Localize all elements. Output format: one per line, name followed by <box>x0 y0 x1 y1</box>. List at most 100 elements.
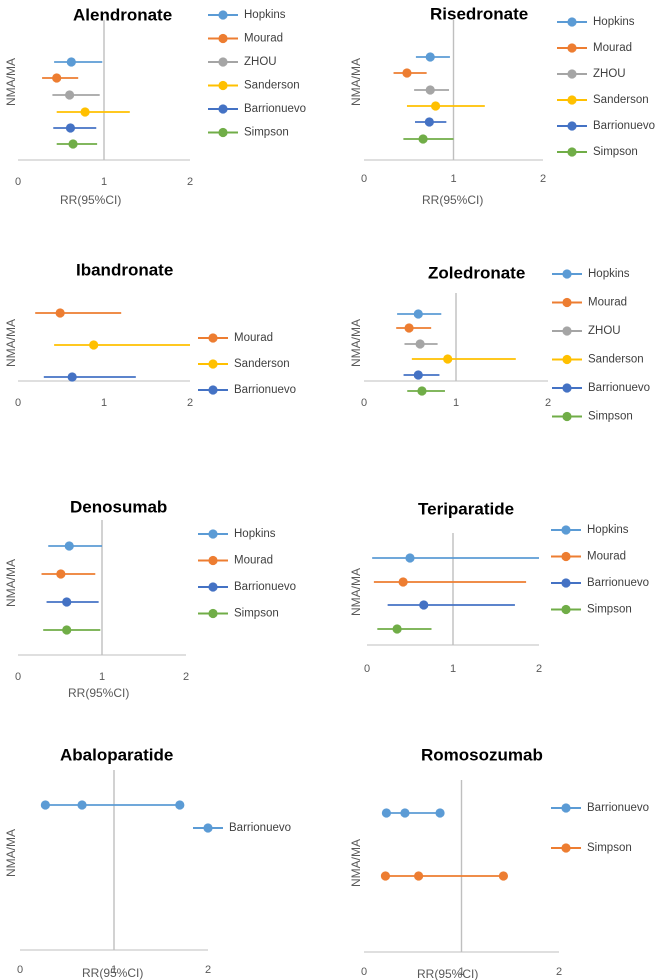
ci-upper-marker <box>435 808 445 818</box>
legend-item-mourad: Mourad <box>198 555 273 567</box>
x-tick-label: 1 <box>101 176 107 188</box>
point-estimate-marker <box>56 569 66 579</box>
legend-label: Barrionuevo <box>229 822 291 834</box>
series-mourad <box>393 68 427 78</box>
series-barrionuevo <box>46 597 99 607</box>
x-tick-label: 0 <box>361 173 367 185</box>
point-estimate-marker <box>405 553 415 563</box>
legend-label: Barrionuevo <box>587 577 649 589</box>
series-sanderson <box>56 107 130 117</box>
legend-marker <box>561 803 571 813</box>
y-axis-label: NMA/MA <box>4 58 18 106</box>
legend-marker <box>561 551 571 562</box>
ci-lower-marker <box>381 808 392 818</box>
legend-marker <box>567 17 577 27</box>
legend-marker <box>562 411 572 422</box>
chart-title: Denosumab <box>70 497 167 516</box>
point-estimate-marker <box>80 107 90 117</box>
chart-title: Alendronate <box>73 5 172 24</box>
legend-item-simpson: Simpson <box>557 146 638 158</box>
legend-marker <box>208 529 218 539</box>
x-tick-label: 1 <box>458 966 464 978</box>
legend-marker <box>561 578 571 588</box>
point-estimate-marker <box>392 624 402 634</box>
legend-item-zhou: ZHOU <box>557 68 626 80</box>
legend-item-mourad: Mourad <box>198 332 273 344</box>
ci-upper-marker <box>498 871 509 881</box>
legend-marker <box>567 121 577 131</box>
point-estimate-marker <box>425 52 435 62</box>
series-barrionuevo <box>40 800 185 810</box>
legend-label: Simpson <box>587 604 632 616</box>
point-estimate-marker <box>425 85 435 95</box>
point-estimate-marker <box>413 370 423 380</box>
legend-item-barrionuevo: Barrionuevo <box>551 577 649 589</box>
legend-label: Hopkins <box>234 528 276 540</box>
point-estimate-marker <box>62 625 72 635</box>
series-hopkins <box>54 57 103 67</box>
series-sanderson <box>54 340 190 350</box>
legend-item-sanderson: Sanderson <box>557 94 649 106</box>
chart-title: Teriparatide <box>418 499 514 518</box>
legend: Hopkins Mourad ZHOU Sanderson Barrionuevo Sim… <box>552 268 650 423</box>
legend-item-sanderson: Sanderson <box>198 358 290 370</box>
point-estimate-marker <box>65 123 76 133</box>
series-hopkins <box>372 553 539 563</box>
legend-item-sanderson: Sanderson <box>208 80 300 92</box>
y-axis-label: NMA/MA <box>349 839 363 887</box>
legend-marker <box>561 525 571 535</box>
legend-marker <box>218 127 228 138</box>
legend-label: Hopkins <box>593 16 635 28</box>
series-zhou <box>404 339 438 349</box>
legend-label: Mourad <box>234 555 273 567</box>
chart-title: Risedronate <box>430 4 528 23</box>
chart-panel-risedronate: Risedronate NMA/MA 0 1 2 RR(95%CI) Hopkins Mour… <box>349 4 655 207</box>
legend-label: Mourad <box>587 551 626 563</box>
x-axis-label: RR(95%CI) <box>422 193 483 207</box>
legend-label: Barrionuevo <box>588 382 650 394</box>
series-simpson <box>403 134 454 144</box>
legend-marker <box>562 269 572 279</box>
x-tick-label: 0 <box>15 671 21 683</box>
legend-label: Simpson <box>244 127 289 139</box>
y-axis-label: NMA/MA <box>4 319 18 367</box>
legend-label: Hopkins <box>587 524 629 536</box>
point-estimate-marker <box>404 323 414 333</box>
point-estimate-marker <box>418 134 428 144</box>
legend-item-barrionuevo: Barrionuevo <box>208 103 306 115</box>
point-estimate-marker <box>68 139 78 149</box>
x-tick-label: 0 <box>15 176 21 188</box>
series-mourad <box>373 577 527 587</box>
legend-item-barrionuevo: Barrionuevo <box>198 581 296 593</box>
series-barrionuevo <box>415 117 447 127</box>
legend-marker <box>567 43 577 53</box>
legend-marker <box>208 333 218 343</box>
legend-label: Simpson <box>587 842 632 854</box>
legend-item-sanderson: Sanderson <box>552 354 644 366</box>
legend-item-hopkins: Hopkins <box>208 9 286 21</box>
x-tick-label: 1 <box>111 964 117 976</box>
legend-label: ZHOU <box>588 325 621 337</box>
series-barrionuevo <box>387 600 515 610</box>
legend-marker <box>208 359 218 369</box>
legend-label: Barrionuevo <box>244 103 306 115</box>
legend-marker <box>561 604 571 615</box>
legend-label: Barrionuevo <box>234 384 296 396</box>
legend-label: Hopkins <box>588 268 630 280</box>
chart-panel-ibandronate: Ibandronate NMA/MA 0 1 2 Mourad Sanderson Barri… <box>4 260 296 408</box>
legend-label: Mourad <box>244 33 283 45</box>
point-estimate-marker <box>52 73 62 83</box>
legend-item-zhou: ZHOU <box>208 56 277 68</box>
x-tick-label: 2 <box>536 663 542 675</box>
point-estimate-marker <box>64 541 74 551</box>
point-estimate-marker <box>419 600 429 610</box>
x-tick-label: 2 <box>556 966 562 978</box>
point-estimate-marker <box>443 354 453 364</box>
point-estimate-marker <box>417 386 427 396</box>
x-tick-label: 1 <box>99 671 105 683</box>
x-tick-label: 0 <box>15 397 21 409</box>
series-zhou <box>52 90 100 100</box>
x-axis-label: RR(95%CI) <box>68 686 129 700</box>
legend-item-hopkins: Hopkins <box>552 268 630 280</box>
legend-item-simpson: Simpson <box>552 411 633 423</box>
